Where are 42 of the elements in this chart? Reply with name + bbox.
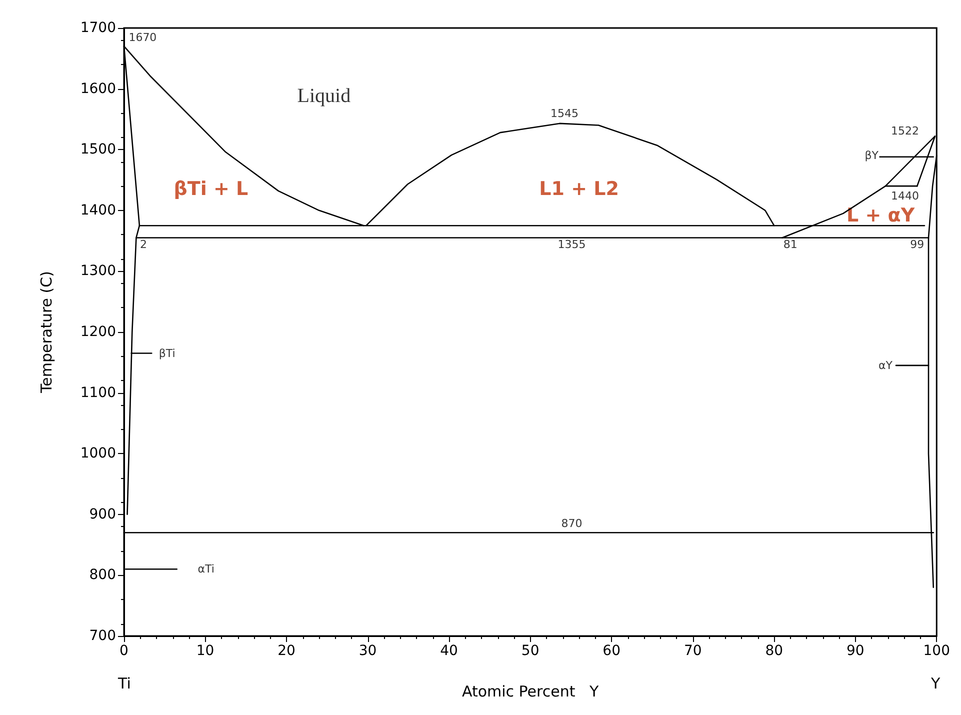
annotation: 870 xyxy=(561,517,582,530)
x-tick-label: 0 xyxy=(120,643,128,659)
y-tick-label: 700 xyxy=(89,628,116,644)
x-tick-label: 70 xyxy=(684,643,702,659)
annotation: βTi + L xyxy=(174,178,248,200)
y-tick-label: 1500 xyxy=(80,142,116,158)
x-tick-label: 60 xyxy=(602,643,620,659)
x-tick-label: 20 xyxy=(278,643,296,659)
y-tick-label: 1600 xyxy=(80,80,116,97)
x-tick-label: 100 xyxy=(923,643,950,659)
annotation: βTi xyxy=(158,346,176,360)
text: Y xyxy=(930,674,941,692)
x-tick-label: 50 xyxy=(521,643,540,659)
annotation: Liquid xyxy=(297,85,351,108)
y-tick-label: 1300 xyxy=(80,263,116,280)
x-tick-label: 30 xyxy=(358,643,377,659)
x-tick-label: 10 xyxy=(196,643,214,659)
y-tick-label: 900 xyxy=(89,506,116,522)
x-tick-label: 90 xyxy=(846,643,864,659)
annotation: 1545 xyxy=(550,107,578,120)
x-axis-title: Atomic Percent Y xyxy=(462,682,600,700)
annotation: 1522 xyxy=(890,124,919,138)
y-tick-label: 1400 xyxy=(80,202,116,218)
x-tick-label: 80 xyxy=(765,643,784,659)
annotation: αY xyxy=(878,358,893,372)
y-axis-title: Temperature (C) xyxy=(38,271,56,394)
annotation: βY xyxy=(864,149,879,162)
y-tick-label: 1000 xyxy=(80,446,116,462)
annotation: 1355 xyxy=(558,238,586,251)
text: Ti xyxy=(117,674,131,692)
x-tick-label: 40 xyxy=(440,643,458,659)
annotation: 99 xyxy=(910,238,924,251)
annotation: 2 xyxy=(140,238,148,251)
y-tick-label: 1700 xyxy=(80,20,116,36)
annotation: 81 xyxy=(783,238,798,251)
annotation: αTi xyxy=(198,562,214,576)
y-tick-label: 1200 xyxy=(80,324,116,340)
annotation: L1 + L2 xyxy=(539,178,619,200)
y-tick-label: 800 xyxy=(89,567,116,584)
annotation: 1440 xyxy=(890,189,919,202)
annotation: 1670 xyxy=(128,31,157,44)
y-tick-label: 1100 xyxy=(80,384,116,401)
